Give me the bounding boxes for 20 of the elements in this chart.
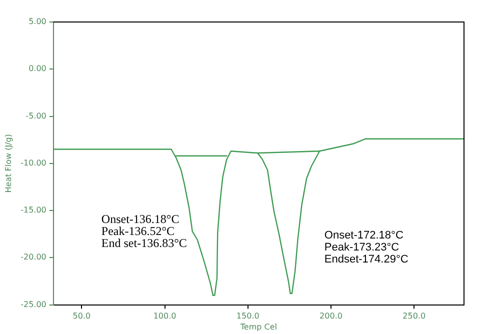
annotation: Endset-174.29°C <box>324 254 408 266</box>
x-tick-label: 150.0 <box>236 312 260 321</box>
y-tick-label: -10.00 <box>20 158 46 168</box>
x-tick-label: 100.0 <box>153 312 176 321</box>
x-tick-label: 250.0 <box>402 312 426 321</box>
x-tick-label: 200.0 <box>320 312 342 321</box>
x-axis-title: Temp Cel <box>239 322 277 332</box>
y-tick-label: -15.00 <box>20 206 46 215</box>
x-tick-label: 50.0 <box>72 312 91 321</box>
y-tick-label: -20.00 <box>20 252 46 262</box>
annotation: Onset-136.18°C <box>101 212 180 226</box>
annotation: End set-136.83°C <box>101 236 187 250</box>
y-tick-label: -5.00 <box>26 111 46 120</box>
annotation: Peak-173.23°C <box>324 242 400 254</box>
y-tick-label: 5.00 <box>28 17 46 26</box>
y-axis-title: Heat Flow (J/g) <box>4 134 13 193</box>
y-tick-label: -25.00 <box>20 300 46 309</box>
annotation: Peak-136.52°C <box>101 224 175 238</box>
y-tick-label: 0.00 <box>28 64 46 74</box>
annotation: Onset-172.18°C <box>324 230 404 242</box>
